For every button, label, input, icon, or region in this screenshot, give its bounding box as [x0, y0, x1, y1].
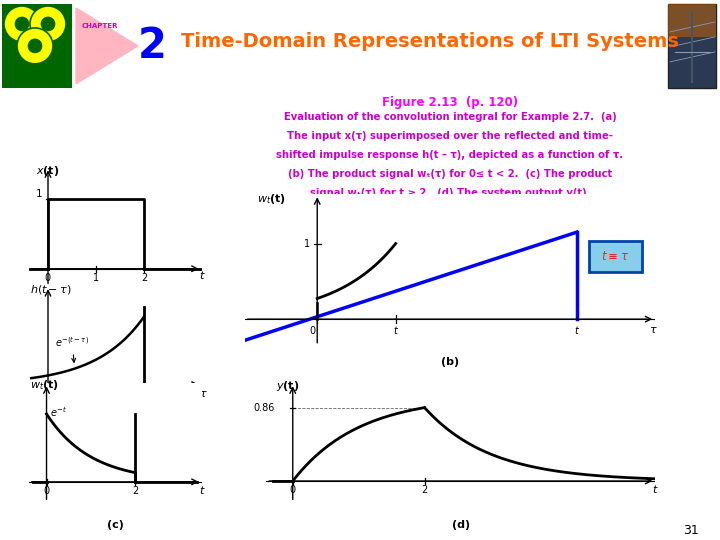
Text: $t$: $t$ — [574, 324, 580, 336]
Text: $w_t$(t): $w_t$(t) — [30, 378, 58, 392]
Text: $t$: $t$ — [652, 483, 659, 495]
Circle shape — [15, 17, 29, 31]
Text: $\tau$: $\tau$ — [199, 389, 208, 399]
Text: $t$: $t$ — [199, 269, 206, 281]
Text: 1: 1 — [93, 273, 99, 282]
Text: Figure 2.13  (p. 120): Figure 2.13 (p. 120) — [382, 96, 518, 109]
Text: $w_t$(t): $w_t$(t) — [257, 192, 286, 206]
Text: $t$: $t$ — [392, 324, 399, 336]
Text: (a): (a) — [107, 423, 124, 433]
Text: 1: 1 — [35, 190, 42, 199]
Text: (b): (b) — [441, 357, 459, 367]
Circle shape — [41, 17, 55, 31]
Text: $t$: $t$ — [199, 484, 206, 496]
Text: The input x(τ) superimposed over the reflected and time-: The input x(τ) superimposed over the ref… — [287, 131, 613, 141]
Text: Evaluation of the convolution integral for Example 2.7.  (a): Evaluation of the convolution integral f… — [284, 112, 616, 123]
Text: $e^{-t}$: $e^{-t}$ — [50, 406, 67, 420]
Bar — [589, 240, 642, 272]
Polygon shape — [76, 8, 138, 84]
Text: $t$: $t$ — [141, 387, 147, 399]
Text: 0: 0 — [310, 326, 315, 336]
Text: $h(t-\tau)$: $h(t-\tau)$ — [30, 284, 71, 296]
Text: 2: 2 — [138, 25, 166, 67]
Text: (c): (c) — [107, 521, 124, 530]
Text: $t\equiv\tau$: $t\equiv\tau$ — [601, 250, 629, 263]
Bar — [2, 4, 72, 88]
Text: 0: 0 — [44, 273, 50, 282]
Circle shape — [30, 6, 66, 42]
Text: CHAPTER: CHAPTER — [82, 23, 118, 29]
Bar — [668, 4, 716, 88]
Text: 0: 0 — [43, 486, 50, 496]
Text: $e^{-(t-\tau)}$: $e^{-(t-\tau)}$ — [55, 335, 89, 362]
Text: 2: 2 — [141, 273, 147, 282]
Text: 2: 2 — [132, 486, 138, 496]
Text: $x$(t): $x$(t) — [36, 164, 59, 178]
Text: Time-Domain Representations of LTI Systems: Time-Domain Representations of LTI Syste… — [181, 32, 679, 51]
Circle shape — [17, 28, 53, 64]
Text: (d): (d) — [451, 521, 470, 530]
Text: $y$(t): $y$(t) — [276, 379, 300, 393]
Text: 0.86: 0.86 — [253, 403, 274, 413]
Text: 1: 1 — [304, 239, 310, 248]
Text: 2: 2 — [421, 485, 428, 495]
Circle shape — [28, 39, 42, 53]
Text: 0: 0 — [289, 485, 296, 495]
Text: $\tau$: $\tau$ — [649, 325, 658, 335]
Bar — [668, 4, 716, 37]
Text: shifted impulse response h(t – τ), depicted as a function of τ.: shifted impulse response h(t – τ), depic… — [276, 150, 624, 160]
Text: (b) The product signal wₜ(τ) for 0≤ t < 2.  (c) The product: (b) The product signal wₜ(τ) for 0≤ t < … — [288, 169, 612, 179]
Circle shape — [4, 6, 40, 42]
Text: 31: 31 — [683, 524, 698, 537]
Text: signal wₜ(τ) for t ≥ 2.  (d) The system output y(t).: signal wₜ(τ) for t ≥ 2. (d) The system o… — [310, 188, 590, 198]
